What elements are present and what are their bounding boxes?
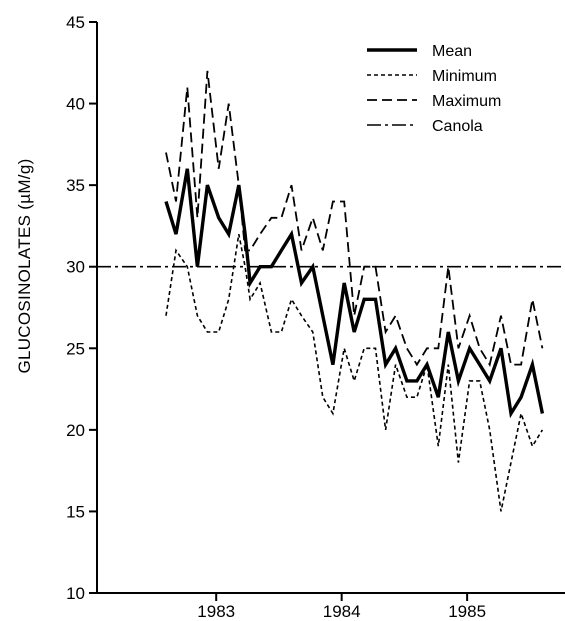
y-tick-label-45: 45 xyxy=(66,13,85,32)
x-ticks: 1983 1984 1985 xyxy=(197,593,486,621)
legend: Mean Minimum Maximum Canola xyxy=(367,43,501,135)
y-tick-label-35: 35 xyxy=(66,176,85,195)
y-tick-label-30: 30 xyxy=(66,258,85,277)
legend-label-maximum: Maximum xyxy=(432,93,501,110)
y-tick-label-25: 25 xyxy=(66,339,85,358)
series-line-mean xyxy=(164,168,545,419)
y-axis-title: GLUCOSINOLATES (µM/g) xyxy=(15,158,34,373)
axes xyxy=(96,22,565,594)
legend-label-minimum: Minimum xyxy=(432,68,497,85)
series-layer xyxy=(97,70,565,512)
x-tick-label-1984: 1984 xyxy=(323,602,361,621)
legend-label-mean: Mean xyxy=(432,43,472,60)
x-tick-label-1983: 1983 xyxy=(197,602,235,621)
series-line-maximum xyxy=(165,70,544,367)
y-tick-label-40: 40 xyxy=(66,95,85,114)
y-ticks: 10 15 20 25 30 35 40 45 xyxy=(66,13,97,603)
y-tick-label-10: 10 xyxy=(66,584,85,603)
legend-label-canola: Canola xyxy=(432,118,483,135)
series-line-minimum xyxy=(165,233,544,512)
y-tick-label-20: 20 xyxy=(66,421,85,440)
y-tick-label-15: 15 xyxy=(66,502,85,521)
x-tick-label-1985: 1985 xyxy=(448,602,486,621)
